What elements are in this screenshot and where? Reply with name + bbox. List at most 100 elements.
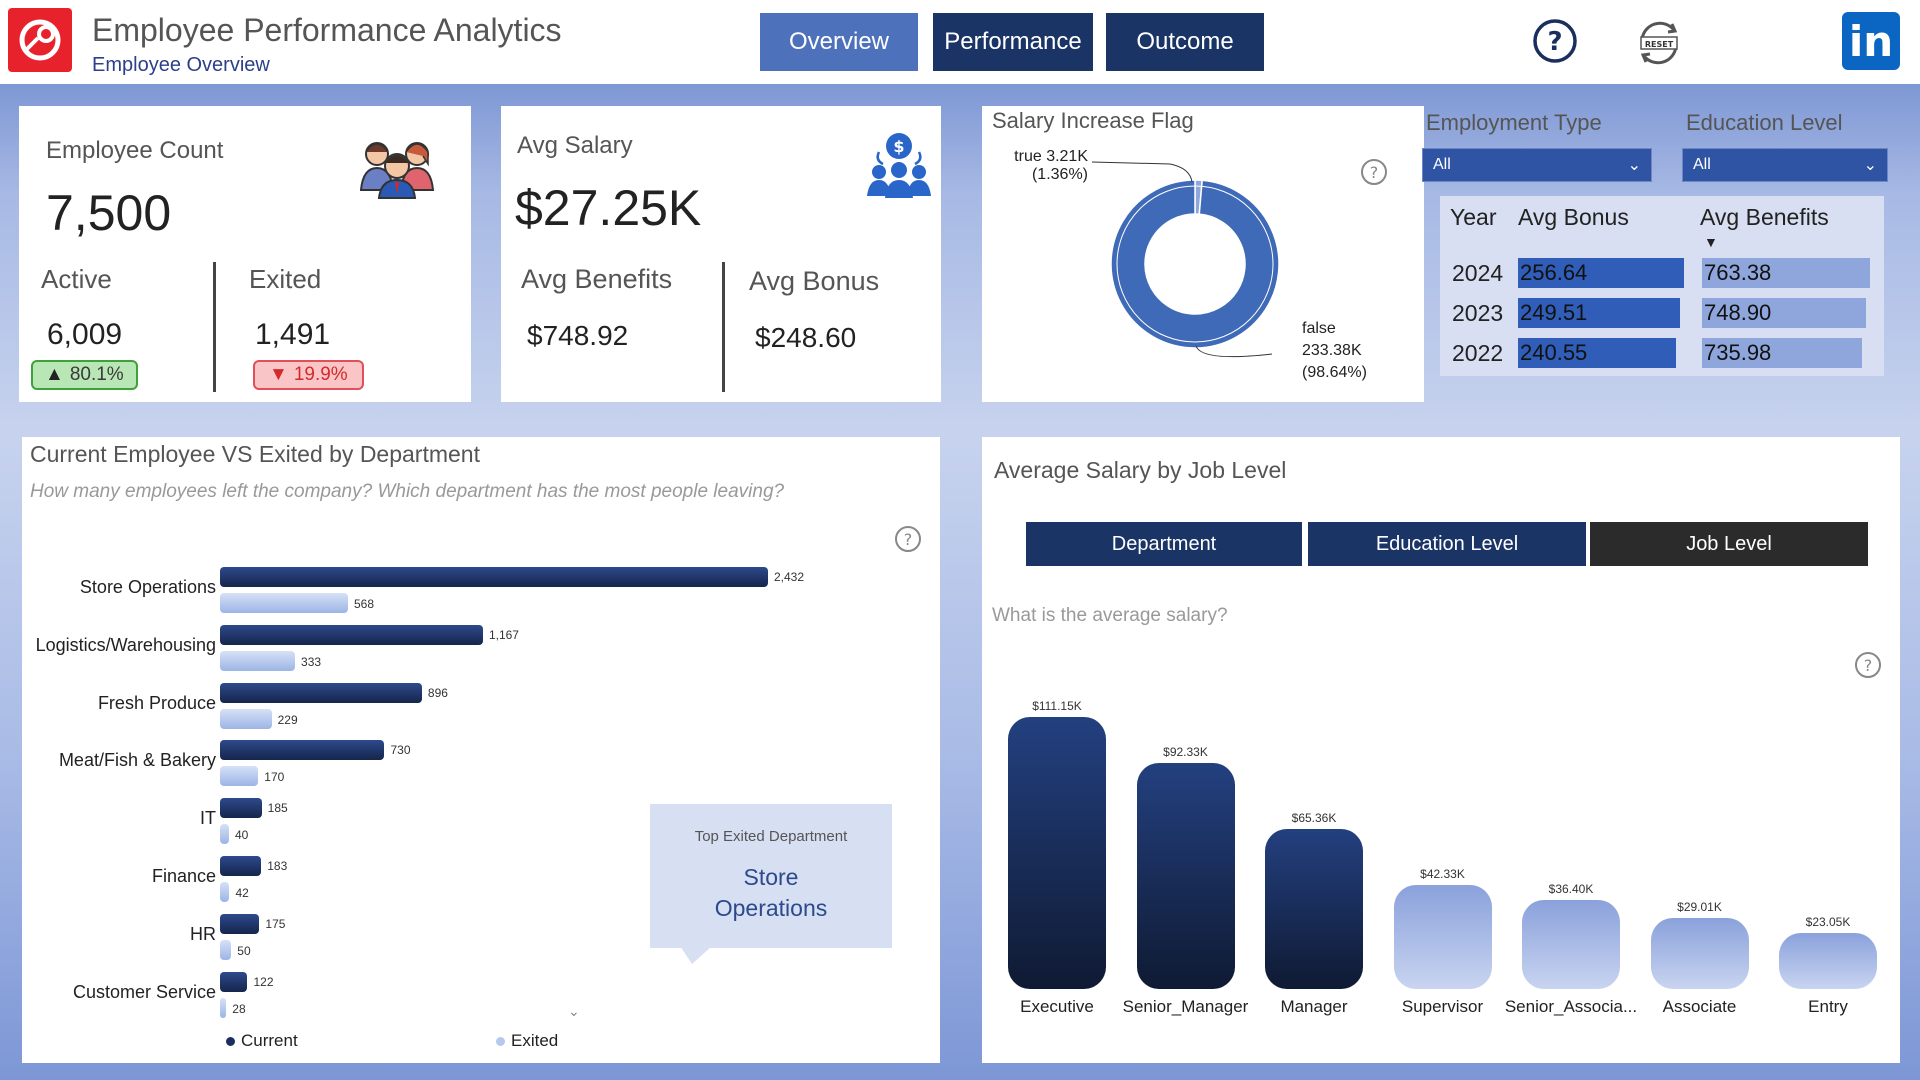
salary-bar-value: $36.40K [1548,881,1594,896]
donut-false-value: 233.38K [1302,342,1362,359]
table-cell-bonus: 256.64 [1518,258,1684,288]
salary-bar[interactable] [1393,885,1492,989]
bar-current-value: 122 [253,974,274,989]
exited-label: Exited [249,264,322,294]
avg-benefits-value: $748.92 [527,320,629,351]
avg-bonus-label: Avg Bonus [749,266,880,296]
bar-exited[interactable] [220,708,272,729]
callout-value-line1: Store [743,864,799,890]
bar-current-value: 896 [427,685,448,700]
top-bar: Employee Performance Analytics Employee … [0,0,1920,84]
svg-text:?: ? [1370,163,1379,182]
help-icon: ? [1361,159,1387,185]
salary-bar[interactable] [1522,899,1620,989]
education-level-value: All [1693,156,1711,173]
employment-type-select[interactable]: All ⌄ [1422,148,1652,182]
tab-department[interactable]: Department [1026,522,1302,566]
department-label: Logistics/Warehousing [35,634,216,655]
col-header-year[interactable]: Year [1450,204,1497,230]
salary-bar-value: $65.36K [1291,811,1337,826]
bar-current-value: 2,432 [774,570,805,584]
app-title: Employee Performance Analytics [92,12,562,48]
exited-value: 1,491 [255,318,331,351]
bar-exited-value: 568 [353,597,375,611]
avg-salary-value: $27.25K [515,180,702,236]
triangle-up-icon: ▲ [45,364,64,385]
legend-current[interactable]: Current [226,1031,298,1051]
salary-bar[interactable] [1008,717,1106,989]
bar-exited[interactable] [220,766,259,787]
bar-exited[interactable] [220,882,230,902]
scroll-down-icon[interactable]: ⌄ [568,1003,580,1019]
job-level-label: Entry [1808,997,1848,1016]
donut-inner-ring [1116,185,1274,343]
bar-exited[interactable] [220,824,229,845]
callout-label: Top Exited Department [694,828,848,845]
bar-current[interactable] [220,913,260,934]
tab-job-level[interactable]: Job Level [1590,522,1868,566]
col-header-avg-bonus[interactable]: Avg Bonus [1518,204,1629,230]
employee-count-value: 7,500 [46,185,172,241]
salary-increase-title: Salary Increase Flag [992,108,1194,133]
nav-performance-button[interactable]: Performance [933,13,1093,71]
salary-bar-value: $92.33K [1163,745,1208,760]
salary-increase-help-button[interactable]: ? [1360,158,1388,191]
bar-current-value: 185 [267,801,288,816]
department-label: HR [190,923,216,944]
reset-button[interactable]: RESET [1634,18,1684,73]
active-label: Active [41,264,112,294]
bar-current[interactable] [220,856,262,876]
bonus-benefits-table: Year Avg Bonus Avg Benefits ▼ 2024 256.6… [1440,196,1884,376]
triangle-down-icon: ▼ [269,364,288,385]
salary-bar-value: $42.33K [1420,867,1465,882]
bar-exited-value: 333 [301,654,322,669]
department-chart-card: Current Employee VS Exited by Department… [22,437,940,1063]
bar-current[interactable] [220,567,768,587]
avg-benefits-label: Avg Benefits [521,264,673,294]
employment-type-label: Employment Type [1426,110,1602,135]
bar-current[interactable] [220,740,385,761]
legend-exited[interactable]: Exited [496,1031,558,1051]
education-level-select[interactable]: All ⌄ [1682,148,1888,182]
salary-bar[interactable] [1779,932,1877,989]
table-row-year: 2022 [1452,340,1504,366]
legend-exited-label: Exited [511,1031,559,1050]
salary-help-button[interactable]: ? [1854,651,1882,684]
salary-bar[interactable] [1136,763,1235,989]
table-row-year: 2023 [1452,300,1504,326]
salary-bar[interactable] [1650,918,1749,989]
job-level-label: Senior_Associa... [1504,997,1638,1016]
salary-bar[interactable] [1265,829,1363,989]
legend-dot-icon [226,1036,235,1046]
nav-outcome-button[interactable]: Outcome [1106,13,1264,71]
bar-current[interactable] [220,624,483,645]
department-help-button[interactable]: ? [894,525,922,558]
legend-current-label: Current [241,1031,298,1050]
table-cell-bonus: 249.51 [1518,298,1680,328]
linkedin-button[interactable]: in [1842,12,1900,70]
bar-current[interactable] [220,682,422,703]
bar-exited[interactable] [220,650,296,671]
col-header-avg-benefits[interactable]: Avg Benefits [1700,204,1829,230]
donut-true-label: true 3.21K (1.36%) [1006,148,1088,184]
reset-icon: RESET [1640,21,1678,65]
svg-text:?: ? [1864,656,1873,675]
salary-job-level-title: Average Salary by Job Level [994,457,1287,483]
education-level-label: Education Level [1686,110,1843,135]
bar-current-value: 730 [390,743,411,758]
donut-slice-false[interactable] [1110,179,1280,349]
bar-exited[interactable] [220,593,348,613]
bar-current-value: 175 [265,916,286,931]
tab-education-level[interactable]: Education Level [1308,522,1586,566]
help-icon: ? [895,526,921,552]
exited-pct-value: 19.9% [293,364,348,385]
salary-job-level-question: What is the average salary? [992,605,1228,626]
salary-bar-value: $23.05K [1805,914,1851,929]
bar-exited[interactable] [220,997,227,1018]
nav-overview-button[interactable]: Overview [760,13,918,71]
app-logo [8,8,72,72]
bar-current[interactable] [220,971,248,992]
bar-exited[interactable] [220,939,232,960]
bar-current[interactable] [220,798,262,819]
help-button[interactable]: ? [1532,18,1578,69]
